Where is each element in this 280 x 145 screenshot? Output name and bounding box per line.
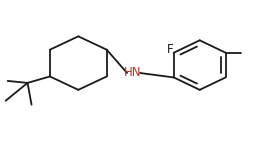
Text: HN: HN — [124, 67, 142, 79]
Text: F: F — [167, 43, 173, 56]
